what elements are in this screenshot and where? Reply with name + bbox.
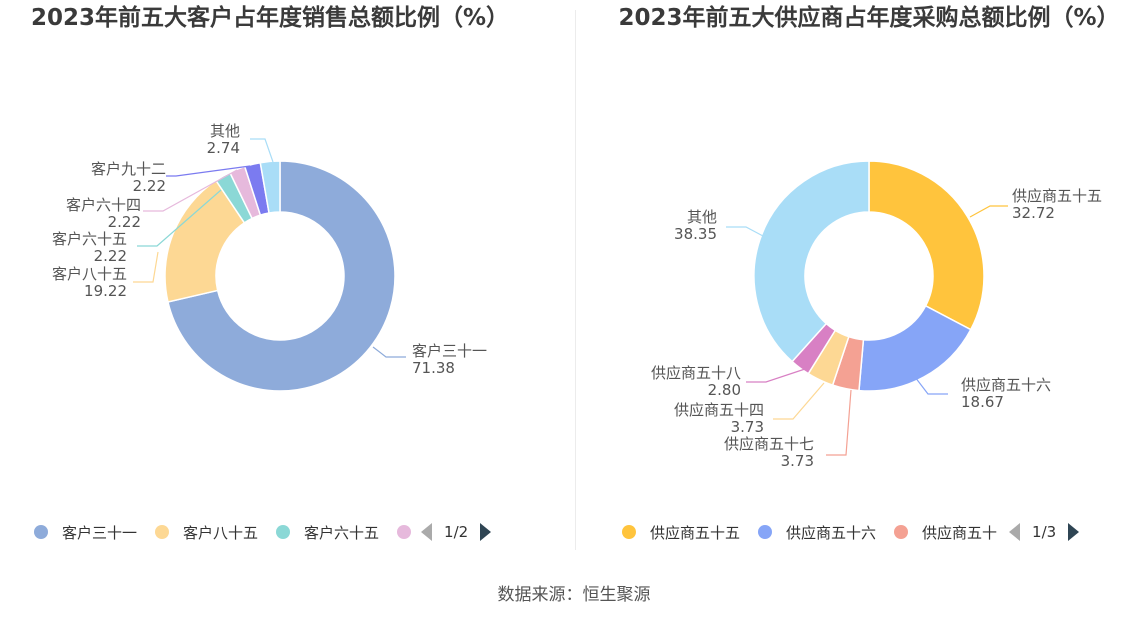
label-leader-line: [137, 189, 222, 247]
slice-value-label: 3.73: [731, 418, 764, 436]
donut-slice[interactable]: [259, 160, 281, 214]
legend-label: 供应商五十六: [786, 523, 877, 542]
legend: 供应商五十五 供应商五十六 供应商五十 1/3: [622, 518, 1080, 546]
slice-value-label: 18.67: [961, 393, 1004, 411]
slice-name-label: 客户八十五: [52, 265, 127, 283]
legend-label: 供应商五十: [922, 523, 998, 542]
legend-marker: [397, 525, 412, 539]
data-source-note: 数据来源：恒生聚源: [497, 585, 651, 605]
slice-value-label: 2.22: [133, 177, 166, 195]
legend-marker: [34, 525, 48, 539]
slice-name-label: 客户三十一: [412, 342, 487, 360]
legend: 客户三十一 客户八十五 客户六十五 1/2: [34, 518, 492, 546]
legend-page-indicator: 1/3: [1032, 523, 1057, 541]
legend-item[interactable]: [397, 525, 412, 539]
slice-value-label: 2.22: [94, 247, 127, 265]
legend-next-arrow-icon[interactable]: [1068, 523, 1080, 541]
label-leader-line: [166, 165, 251, 177]
panel-divider: [575, 10, 576, 550]
legend-pager: 1/3: [1009, 523, 1080, 541]
legend-label: 客户三十一: [62, 523, 138, 542]
legend-label: 客户八十五: [183, 523, 259, 542]
legend-prev-arrow-icon[interactable]: [421, 523, 433, 541]
slice-name-label: 其他: [687, 208, 717, 226]
label-leader-line: [773, 382, 825, 420]
donut-slice[interactable]: [753, 160, 870, 363]
legend-label: 客户六十五: [304, 523, 380, 542]
label-leader-line: [969, 205, 1008, 218]
label-leader-line: [143, 169, 238, 212]
label-leader-line: [914, 376, 948, 395]
customer-chart-panel: 2023年前五大客户占年度销售总额比例（%） 客户三十一 71.38 客户八十五 19…: [0, 0, 574, 560]
legend-marker: [758, 525, 773, 539]
legend-item[interactable]: 供应商五十六: [758, 522, 876, 543]
slice-value-label: 19.22: [84, 282, 127, 300]
legend-marker: [276, 525, 291, 539]
label-leader-line: [726, 226, 764, 237]
chart-title: 2023年前五大客户占年度销售总额比例（%）: [30, 5, 510, 31]
label-leader-line: [826, 389, 852, 456]
label-leader-line: [250, 138, 274, 163]
legend-label: 供应商五十五: [650, 523, 741, 542]
legend-next-arrow-icon[interactable]: [480, 523, 492, 541]
legend-item[interactable]: 供应商五十五: [622, 522, 740, 543]
slice-value-label: 3.73: [781, 452, 814, 470]
legend-item[interactable]: 客户八十五: [155, 522, 258, 543]
legend-item[interactable]: 客户六十五: [276, 522, 379, 543]
slice-value-label: 2.22: [108, 213, 141, 231]
supplier-chart-panel: 2023年前五大供应商占年度采购总额比例（%） 供应商五十五 32.72 供应商五十…: [574, 0, 1148, 560]
slice-value-label: 71.38: [412, 359, 455, 377]
slice-name-label: 供应商五十四: [674, 401, 764, 419]
slice-name-label: 供应商五十六: [961, 376, 1051, 394]
legend-page-indicator: 1/2: [444, 523, 469, 541]
slice-name-label: 供应商五十八: [651, 364, 741, 382]
label-leader-line: [372, 346, 406, 358]
donut-slice[interactable]: [868, 160, 985, 331]
slice-value-label: 2.74: [207, 139, 240, 157]
legend-marker: [622, 525, 636, 539]
slice-value-label: 2.80: [708, 381, 741, 399]
slice-name-label: 客户六十四: [66, 196, 141, 214]
legend-item[interactable]: 客户三十一: [34, 522, 137, 543]
label-leader-line: [746, 368, 806, 383]
slice-value-label: 38.35: [674, 225, 717, 243]
supplier-donut-chart: 供应商五十五32.72供应商五十六18.67供应商五十七3.73供应商五十四3.…: [651, 160, 1102, 470]
slice-value-label: 32.72: [1012, 204, 1055, 222]
legend-pager: 1/2: [421, 523, 492, 541]
legend-prev-arrow-icon[interactable]: [1009, 523, 1021, 541]
legend-item[interactable]: 供应商五十: [894, 522, 997, 543]
slice-name-label: 供应商五十七: [724, 435, 814, 453]
slice-name-label: 其他: [210, 122, 240, 140]
slice-name-label: 供应商五十五: [1012, 187, 1102, 205]
chart-title: 2023年前五大供应商占年度采购总额比例（%）: [618, 5, 1120, 31]
slice-name-label: 客户六十五: [52, 230, 127, 248]
slice-name-label: 客户九十二: [91, 160, 166, 178]
legend-marker: [155, 525, 170, 539]
donut-slice[interactable]: [167, 160, 396, 392]
customer-donut-chart: 客户三十一71.38客户八十五19.22客户六十五2.22客户六十四2.22客户…: [52, 122, 487, 392]
label-leader-line: [133, 251, 159, 283]
legend-marker: [894, 525, 909, 539]
